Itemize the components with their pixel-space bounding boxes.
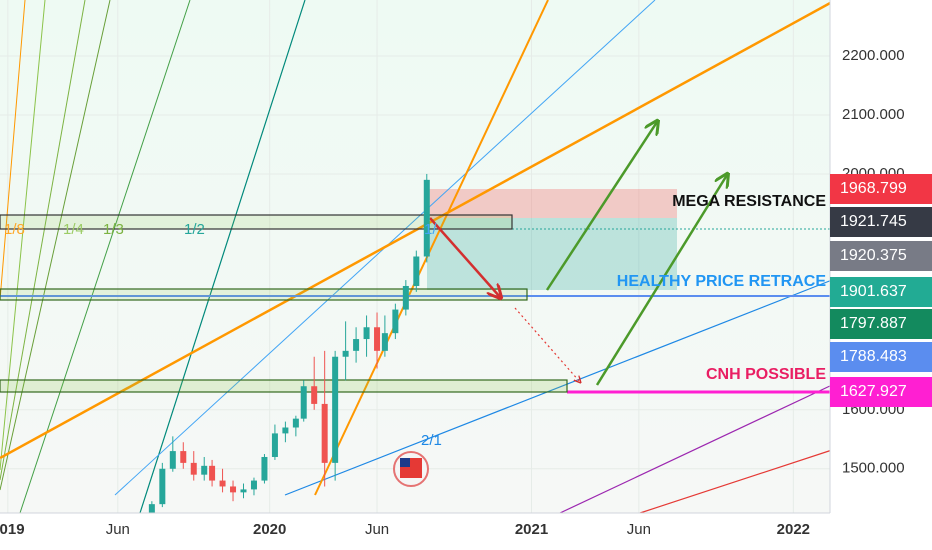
candle-body	[219, 480, 226, 487]
annotation: CNH POSSIBLE	[706, 366, 826, 383]
candle-body	[413, 256, 420, 286]
price-label-bg	[830, 174, 932, 204]
candle-body	[282, 427, 289, 434]
fan-label: 2/1	[421, 432, 442, 449]
x-tick-label: 2021	[515, 521, 548, 538]
price-label: 1968.799	[840, 180, 907, 197]
price-label-bg	[830, 241, 932, 271]
x-tick-label: Jun	[106, 521, 130, 538]
annotation: MEGA RESISTANCE	[672, 193, 826, 210]
candle-body	[250, 480, 257, 490]
candle-body	[321, 403, 328, 463]
price-label: 1797.887	[840, 315, 907, 332]
candle-body	[332, 356, 339, 463]
candle-body	[271, 433, 278, 457]
x-tick-label: Jun	[365, 521, 389, 538]
price-label-bg	[830, 207, 932, 237]
candle-body	[342, 350, 349, 357]
axes: 1500.0001600.0002000.0002100.0002200.000…	[0, 47, 932, 538]
candle-body	[300, 386, 307, 419]
candle-body	[392, 309, 399, 334]
price-label-bg	[830, 277, 932, 307]
candle-body	[292, 418, 299, 428]
price-label-bg	[830, 377, 932, 407]
price-axis	[830, 0, 932, 550]
y-tick-label: 2200.000	[842, 47, 905, 64]
x-tick-label: 2019	[0, 521, 25, 538]
x-tick-label: 2020	[253, 521, 286, 538]
price-label: 1921.745	[840, 213, 907, 230]
drawings	[0, 0, 833, 514]
price-label: 1627.927	[840, 383, 907, 400]
fan-label: 1/3	[103, 221, 124, 238]
x-tick-label: 2022	[777, 521, 810, 538]
price-label-bg	[830, 309, 932, 339]
y-tick-label: 2100.000	[842, 106, 905, 123]
candle-body	[201, 465, 208, 475]
candle-body	[148, 504, 155, 516]
candles	[148, 173, 430, 522]
candle-body	[169, 451, 176, 469]
price-label-bg	[830, 342, 932, 372]
candle-body	[353, 339, 360, 351]
candle-body	[363, 327, 370, 340]
price-label: 1788.483	[840, 348, 907, 365]
fan-label: 1/4	[63, 221, 84, 238]
x-tick-label: Jun	[627, 521, 651, 538]
price-label: 1920.375	[840, 247, 907, 264]
candle-body	[209, 465, 216, 481]
grid	[0, 0, 830, 513]
fan-label: 1/8	[4, 221, 25, 238]
candle-body	[240, 489, 247, 493]
candle-body	[374, 327, 381, 351]
price-label: 1901.637	[840, 283, 907, 300]
candle-body	[402, 285, 409, 310]
candle-body	[261, 456, 268, 481]
candle-body	[159, 468, 166, 505]
candle-body	[230, 486, 237, 493]
y-tick-label: 1500.000	[842, 460, 905, 477]
annotation: HEALTHY PRICE RETRACE	[617, 273, 827, 290]
candle-body	[423, 179, 430, 257]
time-axis	[0, 513, 830, 550]
candle-body	[311, 386, 318, 404]
candle-body	[180, 451, 187, 463]
fan-label: 1/2	[184, 221, 205, 238]
fan-label: 1/	[424, 221, 437, 238]
candle-body	[190, 462, 197, 475]
candle-body	[381, 333, 388, 351]
